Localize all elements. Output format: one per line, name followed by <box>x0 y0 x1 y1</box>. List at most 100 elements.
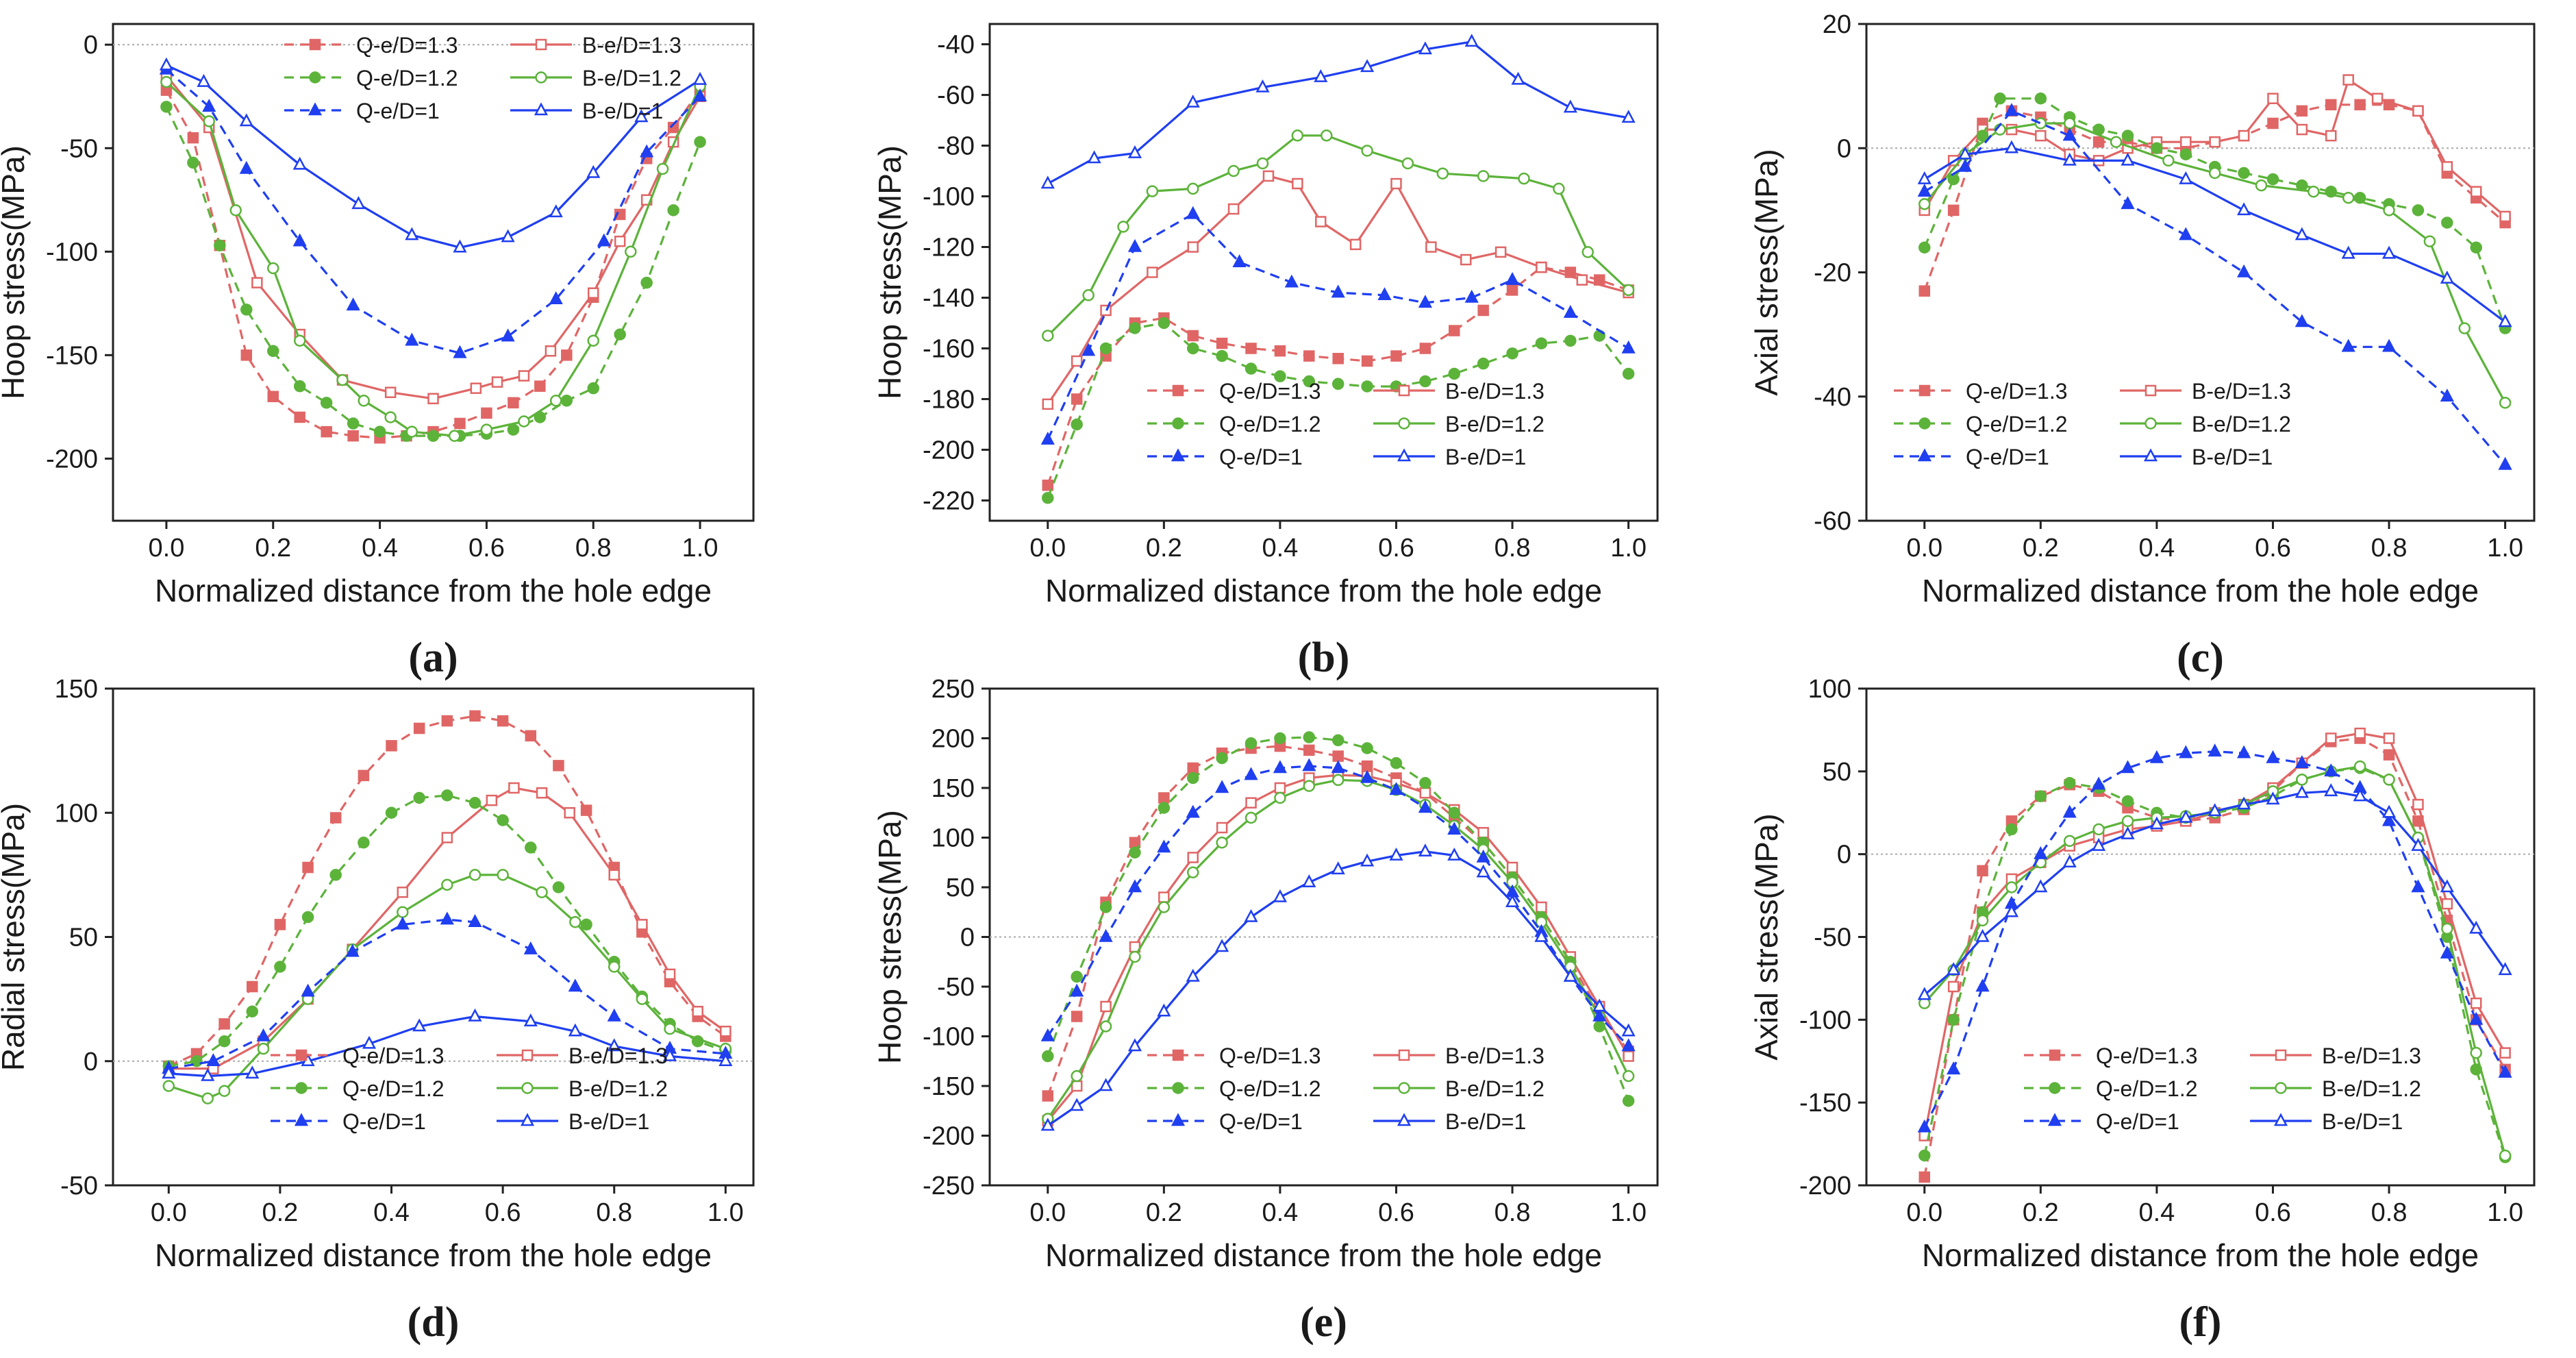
x-tick-label: 0.8 <box>596 1198 632 1227</box>
data-point <box>1071 418 1083 431</box>
data-point <box>2034 92 2047 105</box>
data-point <box>292 156 307 170</box>
data-point <box>2470 241 2482 254</box>
series-line <box>166 64 701 249</box>
x-tick-label: 0.0 <box>1029 534 1066 563</box>
data-point <box>1361 760 1373 772</box>
data-point <box>1361 355 1373 367</box>
y-tick-label: -20 <box>1814 259 1851 288</box>
data-point <box>1129 322 1141 334</box>
data-point <box>2237 202 2251 216</box>
data-point <box>1302 874 1316 887</box>
series-B-e/D=1 <box>162 1008 733 1081</box>
data-point <box>1390 757 1403 769</box>
data-point <box>441 789 453 802</box>
data-point <box>2121 826 2135 839</box>
data-point <box>1081 343 1096 356</box>
data-point <box>580 804 592 816</box>
data-point <box>552 881 565 893</box>
data-point <box>1158 901 1171 913</box>
y-tick-label: -60 <box>937 82 975 110</box>
data-point <box>203 115 215 127</box>
data-point <box>2151 142 2163 154</box>
legend-marker <box>1172 1082 1184 1094</box>
data-point <box>1158 891 1170 903</box>
data-point <box>358 837 370 849</box>
data-point <box>1262 170 1275 182</box>
data-point <box>2266 173 2279 186</box>
series-Q-e/D=1.2 <box>1042 317 1635 504</box>
x-axis-label: Normalized distance from the hole edge <box>155 573 712 608</box>
legend-label: B-e/D=1.2 <box>568 1076 668 1101</box>
data-point <box>301 983 315 997</box>
data-point <box>1158 802 1171 814</box>
data-point <box>384 386 397 398</box>
data-point <box>1536 261 1547 273</box>
y-tick-label: -50 <box>60 1172 98 1200</box>
data-point <box>214 239 226 251</box>
data-point <box>636 993 649 1005</box>
series-line <box>1923 732 2506 1136</box>
legend-marker <box>2275 1049 2287 1061</box>
y-tick-label: 50 <box>1823 758 1851 787</box>
y-tick-label: 200 <box>931 725 975 754</box>
panel-caption: (c) <box>2177 634 2224 681</box>
data-point <box>1477 357 1490 370</box>
data-point <box>1553 182 1565 195</box>
y-tick-label: 0 <box>1837 841 1851 869</box>
data-point <box>2342 192 2355 204</box>
data-point <box>1464 34 1479 47</box>
data-point <box>1425 241 1437 253</box>
legend-marker <box>520 1113 535 1126</box>
data-point <box>1448 367 1461 380</box>
data-point <box>1071 393 1083 405</box>
data-point <box>2266 791 2280 805</box>
data-point <box>1099 901 1112 913</box>
x-tick-label: 1.0 <box>1610 1198 1647 1227</box>
y-tick-label: -40 <box>1814 383 1851 412</box>
data-point <box>1505 894 1520 907</box>
data-point <box>1146 185 1159 197</box>
data-point <box>1273 760 1287 774</box>
data-point <box>2499 397 2512 409</box>
data-point <box>2267 92 2279 104</box>
data-point <box>1187 852 1199 863</box>
data-point <box>497 715 509 727</box>
data-point <box>1187 330 1199 342</box>
data-point <box>1918 285 1931 297</box>
data-point <box>2383 774 2395 786</box>
data-point <box>1419 343 1431 354</box>
series-B-e/D=1 <box>1917 783 2512 1000</box>
y-tick-label: 0 <box>84 1048 98 1076</box>
data-point <box>301 911 314 924</box>
x-tick-label: 0.2 <box>2023 534 2059 563</box>
legend-label: B-e/D=1 <box>1445 1109 1526 1134</box>
legend-label: Q-e/D=1 <box>1219 1109 1303 1134</box>
data-point <box>2296 774 2308 786</box>
legend: Q-e/D=1.3 B-e/D=1.3 Q-e/D=1.2 B-e/D=1.2 Q-e/… <box>1894 379 2291 469</box>
data-point <box>2324 763 2338 777</box>
y-tick-label: 50 <box>946 874 975 902</box>
legend-label: Q-e/D=1.2 <box>1966 412 2068 436</box>
series-line <box>165 106 701 437</box>
data-point <box>358 395 370 407</box>
data-point <box>2004 904 2019 917</box>
data-point <box>1245 797 1257 808</box>
data-point <box>1042 330 1054 342</box>
y-tick-label: -150 <box>923 1072 975 1101</box>
data-point <box>2294 785 2309 798</box>
x-tick-label: 0.8 <box>2371 1198 2408 1227</box>
data-point <box>1291 129 1304 142</box>
data-point <box>267 345 279 358</box>
data-point <box>1377 287 1392 301</box>
x-tick-label: 0.4 <box>2138 534 2175 563</box>
panel-caption: (a) <box>408 634 458 681</box>
data-point <box>1331 284 1345 298</box>
legend-marker <box>1918 417 1931 430</box>
data-point <box>692 88 708 101</box>
data-point <box>1127 1038 1142 1052</box>
legend-label: Q-e/D=1.3 <box>1966 379 2068 404</box>
y-tick-label: -60 <box>1814 507 1851 536</box>
legend-marker <box>1172 384 1184 397</box>
data-point <box>2383 749 2395 761</box>
